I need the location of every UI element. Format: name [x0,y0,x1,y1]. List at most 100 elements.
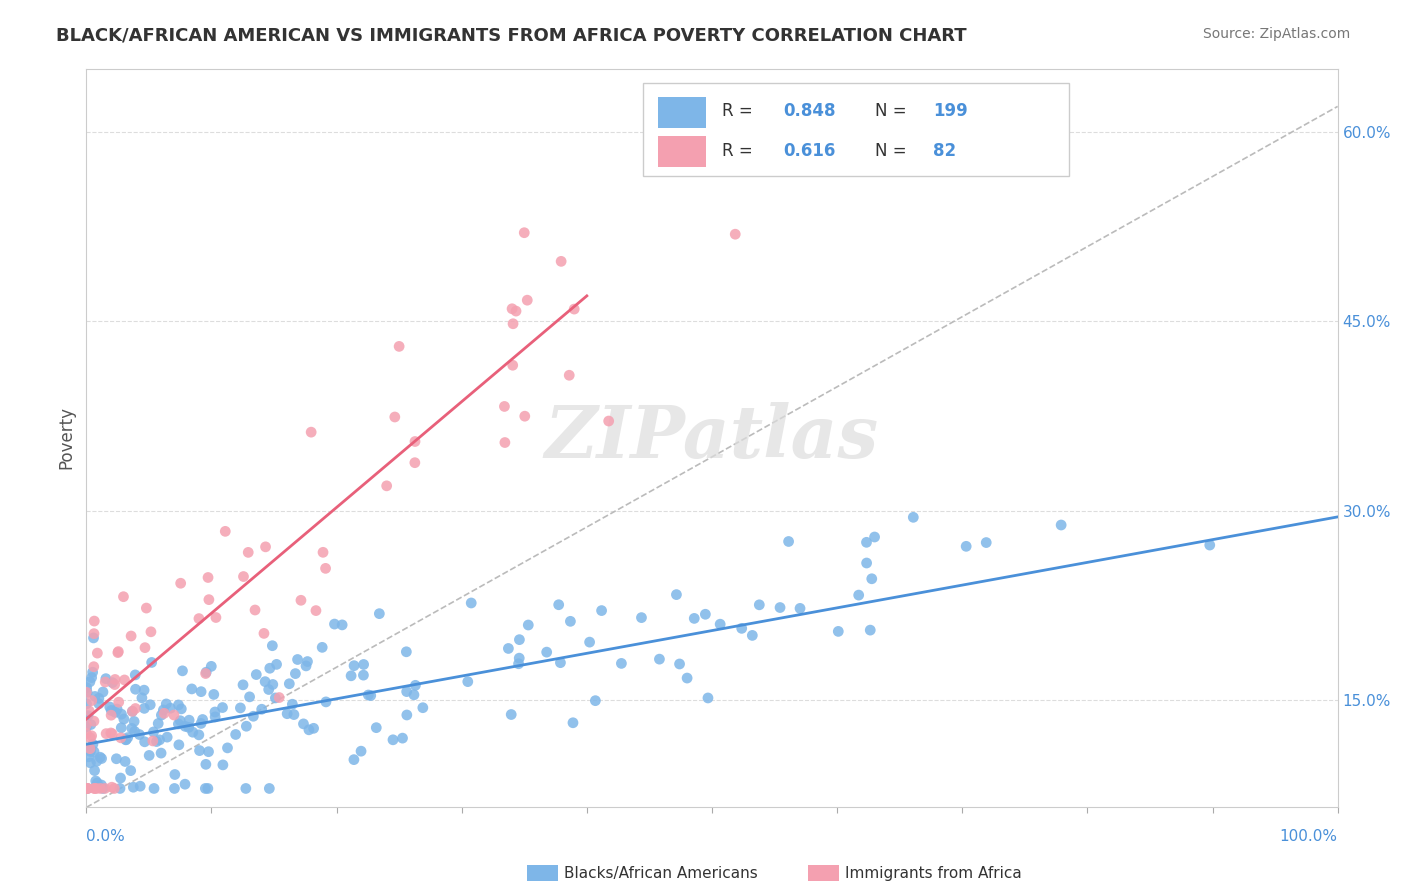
Point [502,358,524,372]
Point [855,556,877,570]
Point [610,657,633,671]
Point [83,781,105,796]
Point [232,678,254,692]
Point [205,610,228,624]
Point [259,661,281,675]
Point [254,674,277,689]
Point [235,719,257,733]
Point [153,706,176,721]
Point [516,293,538,308]
Point [124,701,146,715]
Point [297,655,319,669]
Point [269,690,291,705]
Text: 0.0%: 0.0% [86,829,125,844]
Point [122,780,145,795]
Point [84,690,107,704]
Point [494,435,516,450]
Point [91,685,114,699]
Point [90,751,112,765]
Point [508,632,530,647]
Point [281,698,304,712]
Point [101,780,124,795]
Point [145,734,167,748]
Point [498,641,520,656]
Point [266,657,288,672]
Point [513,226,536,240]
Point [598,414,620,428]
Point [150,708,173,723]
Point [107,646,129,660]
Point [955,539,977,553]
Point [76,781,98,796]
Point [217,740,239,755]
Point [87,697,110,711]
Point [132,683,155,698]
Point [110,707,132,722]
Point [290,593,312,607]
Point [731,621,754,635]
Point [284,666,307,681]
Point [197,781,219,796]
Point [77,704,100,718]
Point [550,254,572,268]
Point [388,339,411,353]
Point [724,227,747,242]
Point [107,695,129,709]
Point [457,674,479,689]
Point [167,698,190,712]
Point [204,705,226,719]
Point [89,750,111,764]
Point [262,677,284,691]
Point [295,659,318,673]
Point [402,688,425,702]
Point [560,615,582,629]
Point [360,689,382,703]
Point [375,479,398,493]
Point [101,727,124,741]
Point [194,666,217,681]
Point [1050,518,1073,533]
Point [404,678,426,692]
Point [83,745,105,759]
Point [77,749,100,764]
Point [94,672,117,686]
Point [83,626,105,640]
Point [94,675,117,690]
Point [76,681,98,695]
Point [174,777,197,791]
Point [198,592,221,607]
Point [108,781,131,796]
Text: N =: N = [875,143,911,161]
Point [149,732,172,747]
Point [665,588,688,602]
Point [235,781,257,796]
Point [695,607,717,622]
Point [79,756,101,770]
Point [278,677,301,691]
Point [138,748,160,763]
Point [312,545,335,559]
Point [769,600,792,615]
Point [194,757,217,772]
Point [134,735,156,749]
Point [79,674,101,689]
Point [974,535,997,549]
Point [83,614,105,628]
Point [156,730,179,744]
Point [155,697,177,711]
Point [195,665,218,680]
Point [131,690,153,705]
Point [257,682,280,697]
Point [152,703,174,717]
Point [190,684,212,698]
Point [676,671,699,685]
Point [412,700,434,714]
Point [863,530,886,544]
Point [169,576,191,591]
Point [697,690,720,705]
Point [953,99,976,113]
Point [110,771,132,785]
Point [232,569,254,583]
Point [197,570,219,584]
Text: R =: R = [721,102,758,120]
